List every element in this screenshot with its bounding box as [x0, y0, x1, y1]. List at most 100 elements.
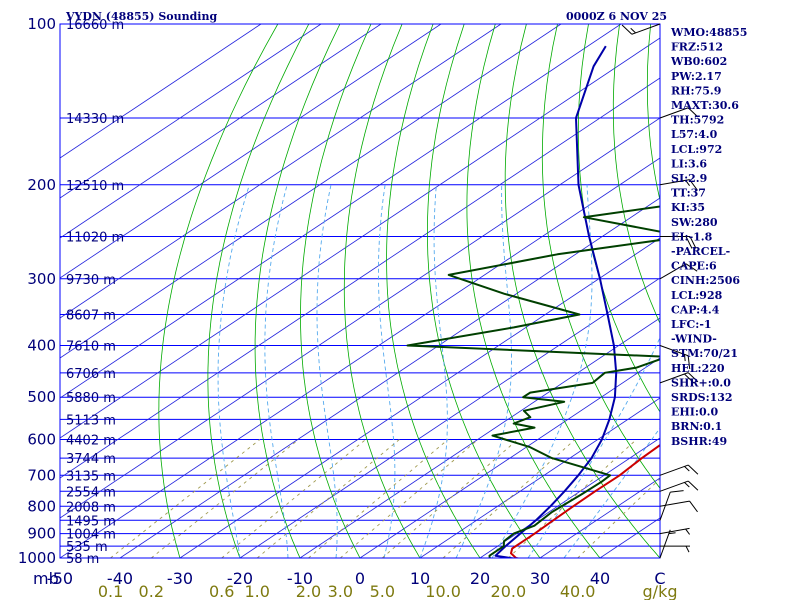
wind-barb-half-flag	[668, 532, 676, 535]
station-index: SW:280	[671, 216, 718, 229]
moist-adiabat	[217, 184, 250, 558]
wind-barb-flag	[621, 24, 633, 35]
isotherm-line	[479, 437, 660, 558]
pressure-tick-label: 1000	[18, 549, 56, 567]
wind-barb-staff	[659, 527, 690, 535]
dry-adiabat	[386, 24, 481, 558]
isotherm-line	[60, 24, 382, 239]
station-index: KI:35	[671, 201, 705, 214]
station-index: SHR+:0.0	[671, 376, 731, 389]
moist-adiabat	[419, 184, 448, 558]
height-label: 2554 m	[66, 485, 116, 500]
wind-barb	[659, 372, 699, 384]
isotherm-line	[239, 277, 660, 558]
temperature-tick-label: 10	[410, 569, 430, 588]
moist-adiabat	[264, 184, 289, 558]
mixing-ratio-tick-label: 0.1	[98, 582, 123, 600]
temperature-tick-label: -10	[287, 569, 313, 588]
dry-adiabat	[300, 24, 372, 558]
dewpoint-trace: dewpoint-trace	[406, 205, 660, 558]
moist-adiabat	[563, 427, 660, 558]
height-label: 1495 m	[66, 514, 116, 529]
height-label: 7610 m	[66, 340, 116, 355]
mixing-ratio-tick-label: 1.0	[244, 582, 269, 600]
station-index: WMO:48855	[670, 26, 747, 39]
wind-barb-flag	[689, 236, 697, 249]
station-index: HEL:220	[671, 362, 725, 375]
wind-barb-staff	[659, 107, 689, 119]
mixing-ratio-line	[577, 478, 660, 558]
station-index: WB0:602	[670, 55, 727, 68]
wind-barb-staff	[659, 464, 689, 476]
height-label: 2008 m	[66, 500, 116, 515]
temperature-tick-label: -20	[227, 569, 253, 588]
station-index: CAP:4.4	[671, 303, 720, 316]
wind-barb-half-flag	[630, 27, 636, 34]
moist-adiabat	[316, 184, 338, 558]
pressure-tick-label: 700	[27, 466, 56, 484]
height-label: 12510 m	[66, 179, 124, 194]
station-index: BSHR:49	[671, 435, 727, 448]
station-index: LCL:928	[671, 289, 723, 302]
wind-barb-flag	[689, 179, 698, 191]
pressure-tick-label: 200	[27, 176, 56, 194]
mixing-ratio-tick-label: 10.0	[425, 582, 461, 600]
station-index: -PARCEL-	[671, 245, 730, 258]
station-index: PW:2.17	[671, 70, 722, 83]
wind-barb-staff	[659, 529, 671, 559]
height-label: 4402 m	[66, 434, 116, 449]
station-index: -WIND-	[671, 333, 717, 346]
isotherm-line	[60, 24, 562, 359]
pressure-tick-label: 900	[27, 525, 56, 543]
wind-barb	[659, 529, 676, 559]
pressure-tick-label: 600	[27, 431, 56, 449]
station-index: CAPE:6	[671, 260, 717, 273]
station-index: EHI:0.0	[671, 406, 718, 419]
station-index: CINH:2506	[671, 274, 740, 287]
pressure-tick-label: 100	[27, 15, 56, 33]
wind-barb-half-flag	[684, 482, 690, 488]
height-label: 3135 m	[66, 469, 116, 484]
pressure-tick-label: 500	[27, 388, 56, 406]
station-index: TT:37	[671, 187, 706, 200]
dry-adiabat	[504, 24, 660, 558]
wind-barb	[659, 107, 699, 119]
station-index: LCL:972	[671, 143, 722, 156]
isotherm-line	[179, 237, 660, 558]
temperature-tick-label: -40	[107, 569, 133, 588]
station-index: LI:3.6	[671, 157, 707, 170]
wind-barb-staff	[659, 491, 671, 521]
dry-adiabat	[254, 24, 341, 558]
height-label: 11020 m	[66, 230, 124, 245]
dry-adiabat	[158, 24, 279, 558]
station-index: L57:4.0	[671, 128, 718, 141]
isotherm-line	[60, 24, 622, 399]
mixing-ratio-line	[442, 439, 576, 558]
wind-barb	[621, 23, 661, 35]
wind-barb-flag	[685, 263, 698, 272]
isotherm-line	[60, 24, 442, 279]
station-index: MAXT:30.6	[671, 99, 739, 112]
height-label: 58 m	[66, 552, 99, 567]
wind-barb-staff	[659, 345, 689, 357]
wind-barb-flag	[687, 107, 699, 118]
wind-barb	[659, 464, 699, 476]
mixing-ratio-tick-label: 5.0	[370, 582, 395, 600]
height-label: 6706 m	[66, 367, 116, 382]
isotherm-line	[60, 24, 322, 199]
wind-barb-half-flag	[683, 354, 686, 362]
mixing-ratio-tick-label: 0.6	[209, 582, 234, 600]
wind-barb-flag	[687, 464, 699, 475]
wind-barb-staff	[659, 263, 687, 280]
pressure-tick-label: 300	[27, 270, 56, 288]
mixing-ratio-line	[308, 439, 449, 558]
temperature-axis-label: C	[654, 569, 665, 588]
height-label: 16660 m	[66, 18, 124, 33]
pressure-tick-label: 800	[27, 497, 56, 515]
mixing-ratio-line	[340, 439, 479, 558]
temperature-trace: temperature-trace	[510, 443, 660, 558]
wind-barb-flag	[687, 355, 691, 370]
station-index: EI:-1.8	[671, 230, 713, 243]
moist-adiabat	[527, 336, 660, 558]
